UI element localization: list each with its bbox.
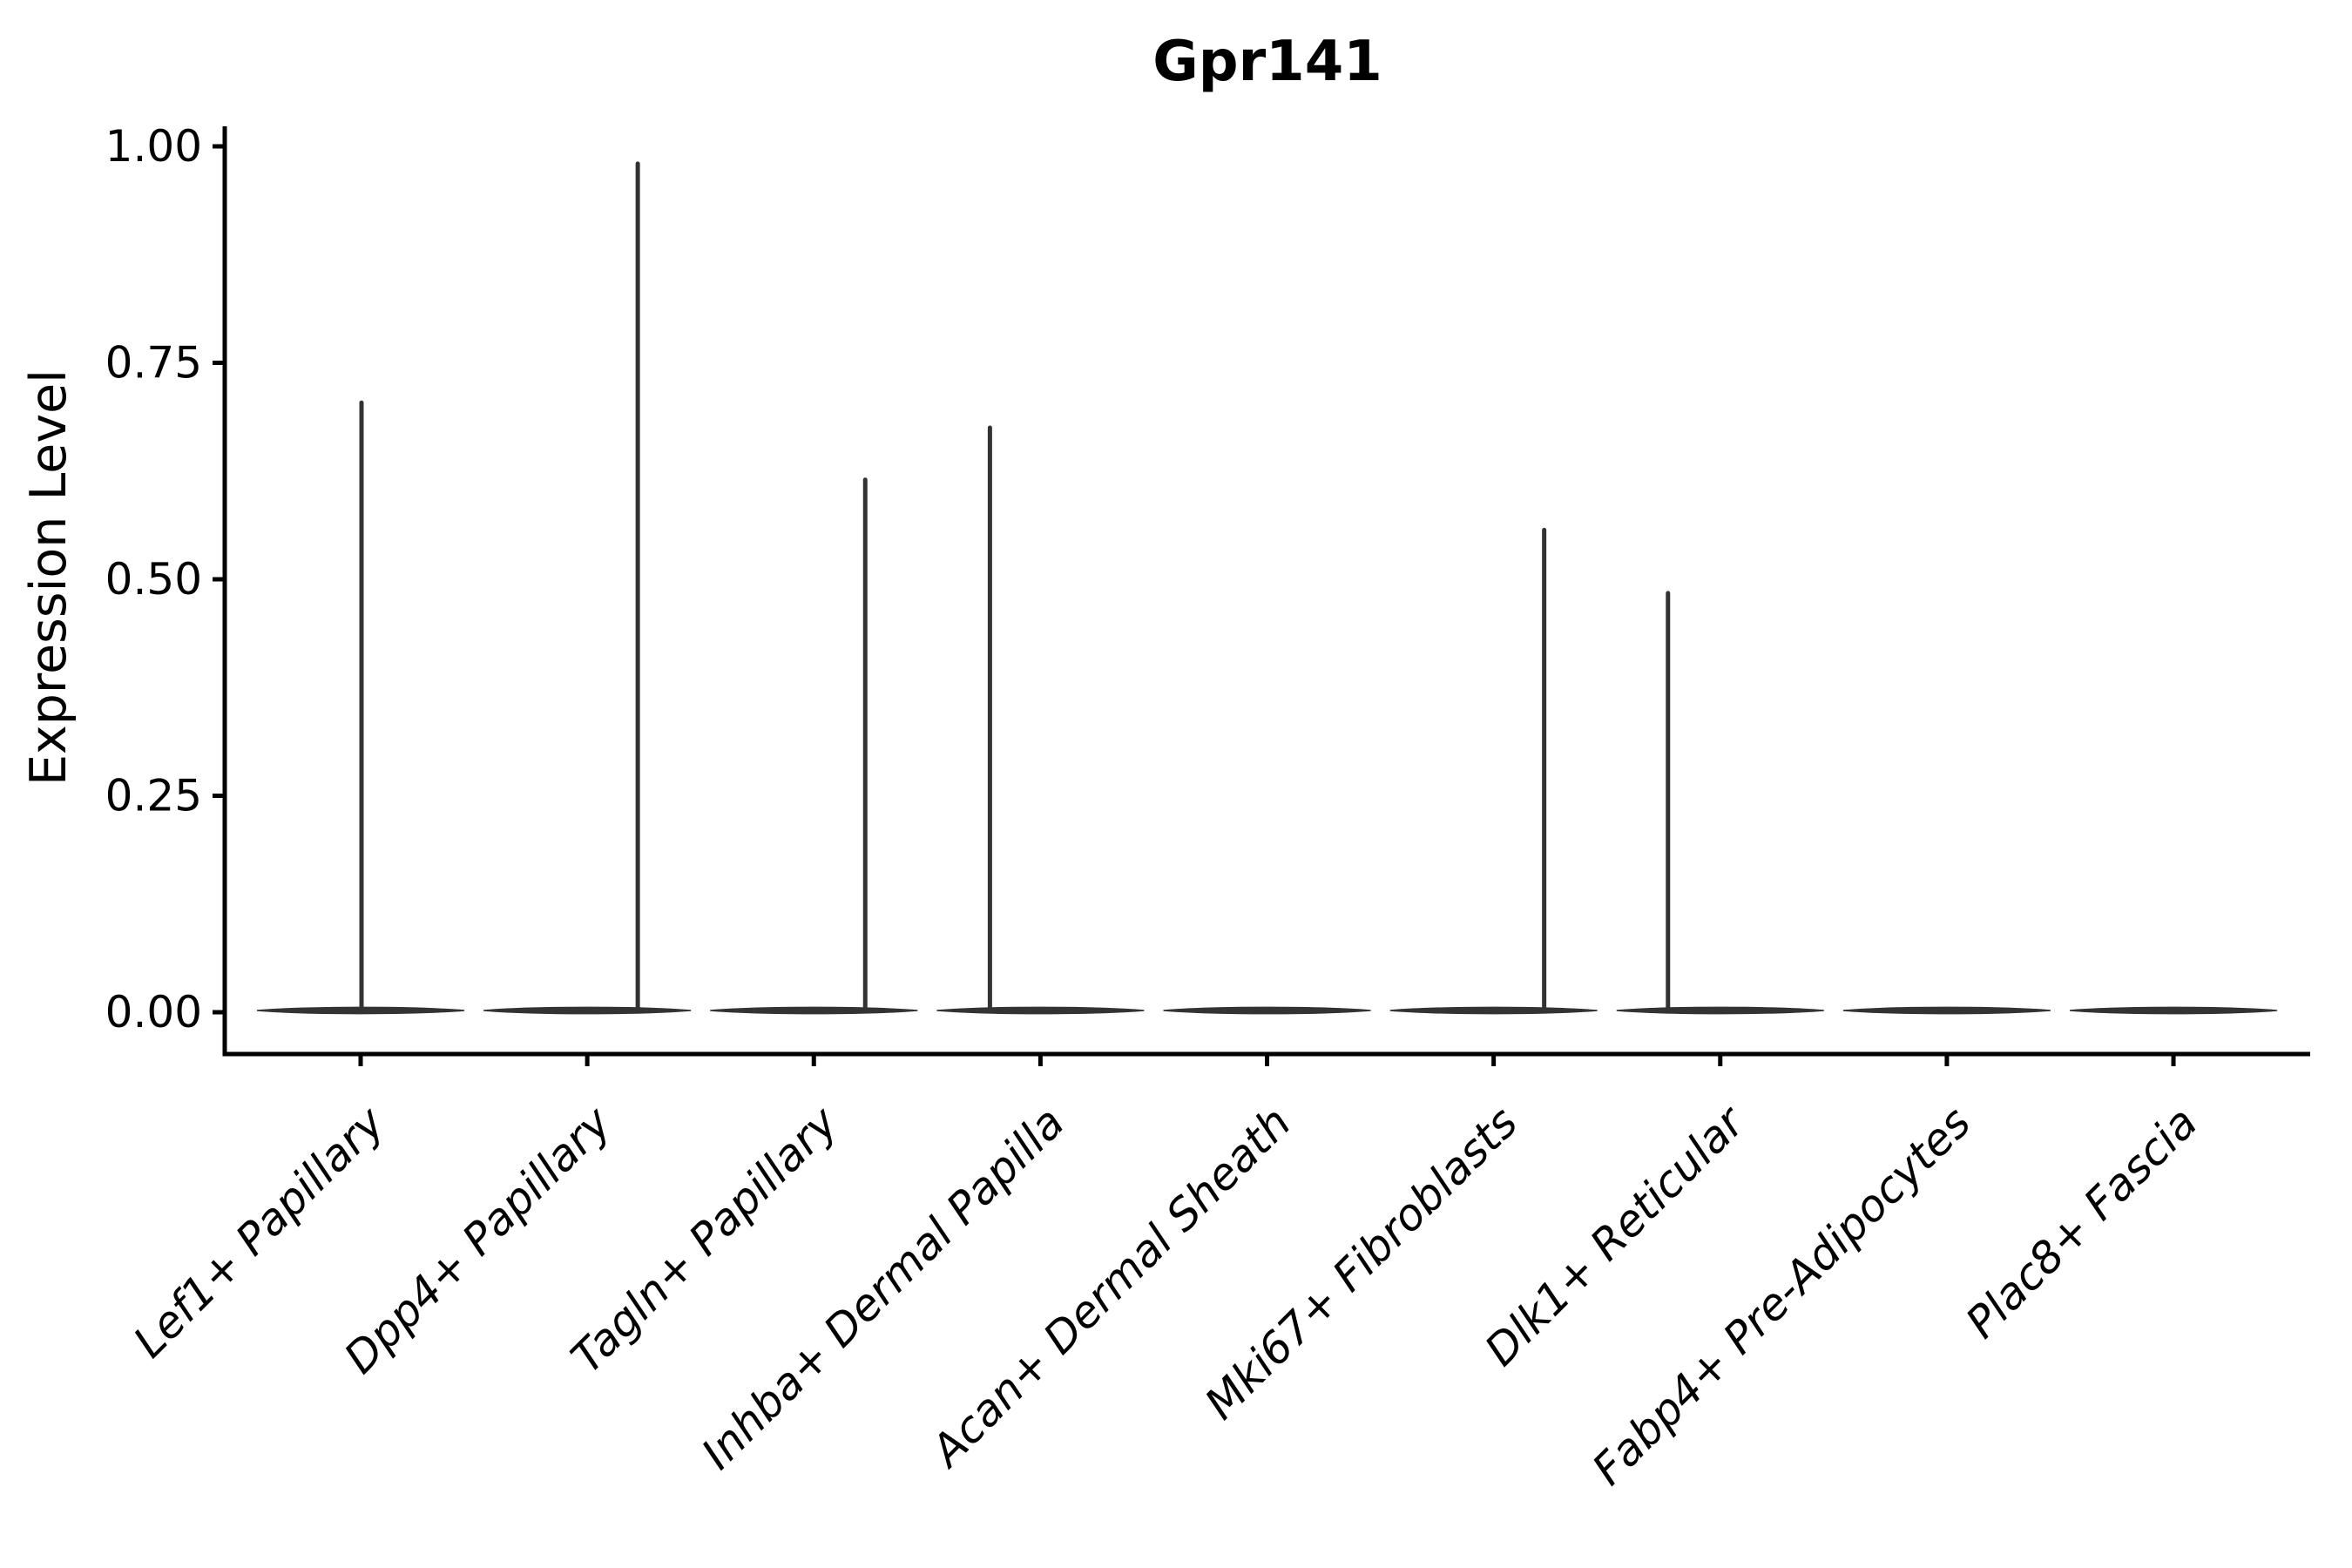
x-tick-label: Acan+ Dermal Sheath — [920, 1097, 1301, 1477]
violin-body — [1616, 1006, 1824, 1015]
y-axis-label: Expression Level — [20, 369, 78, 786]
y-tick-label: 0.75 — [105, 338, 202, 389]
violin-body — [1163, 1006, 1371, 1015]
violin-body — [1842, 1006, 2051, 1015]
y-tick-label: 0.00 — [105, 987, 202, 1037]
x-tick-label: Plac8+ Fascia — [1957, 1097, 2207, 1348]
axes-layer — [213, 126, 2310, 1066]
violin-body — [2069, 1006, 2278, 1015]
chart-title: Gpr141 — [1152, 30, 1382, 94]
violins-layer — [256, 161, 2278, 1015]
violin-body — [936, 1006, 1145, 1015]
x-tick-label: Fabp4+ Pre-Adipocytes — [1583, 1097, 1981, 1495]
y-tick-label: 1.00 — [105, 121, 202, 172]
violin-body — [1389, 1006, 1598, 1015]
violin-body — [483, 1006, 692, 1015]
x-tick-label: Inhba+ Dermal Papilla — [692, 1097, 1073, 1478]
violin-body — [710, 1006, 918, 1015]
y-tick-label: 0.50 — [105, 554, 202, 605]
y-tick-label: 0.25 — [105, 771, 202, 821]
